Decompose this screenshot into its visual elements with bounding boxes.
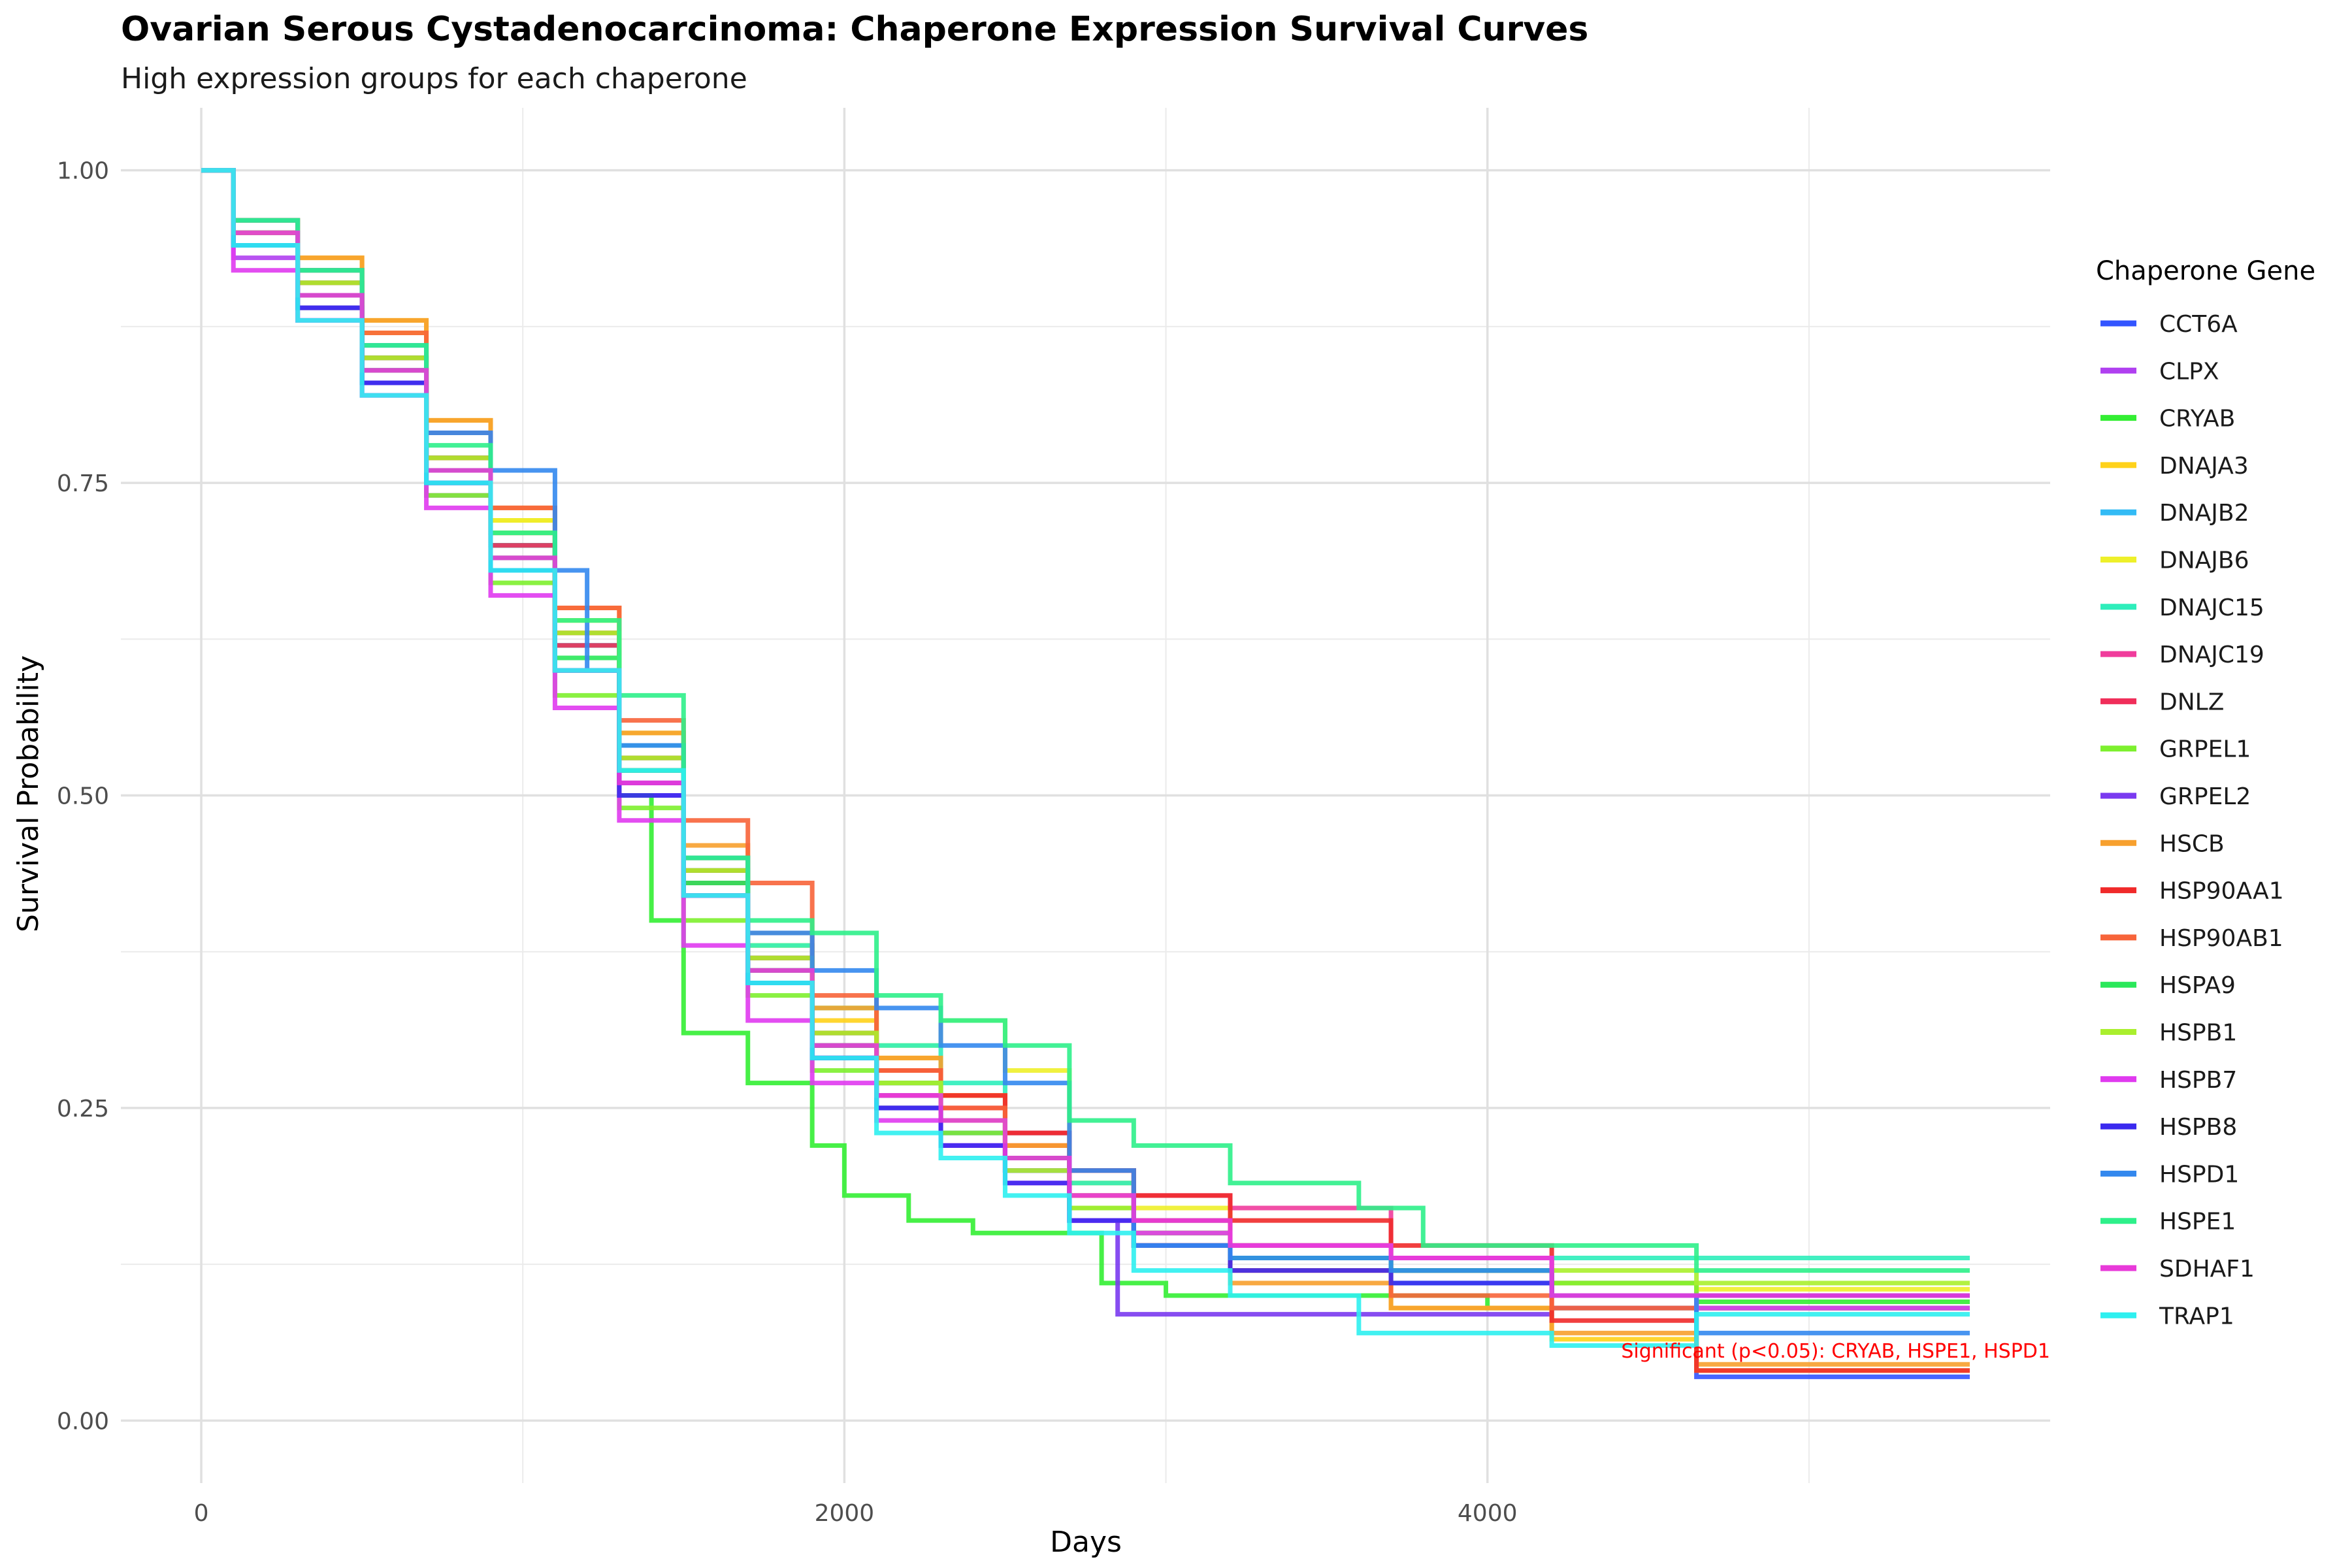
y-tick-label: 1.00: [57, 158, 109, 185]
x-tick-label: 4000: [1458, 1500, 1518, 1527]
x-tick-label: 2000: [815, 1500, 875, 1527]
axes: 0 2000 4000 0.00 0.25 0.50 0.75 1.00: [57, 158, 1518, 1527]
survival-curves: [201, 168, 1970, 1379]
series-line-hspe1: [201, 168, 1970, 1273]
legend-label-dnaja3: DNAJA3: [2159, 453, 2249, 480]
legend-label-hspa9: HSPA9: [2159, 972, 2236, 999]
x-tick-label: 0: [194, 1500, 209, 1527]
series-line-dnajb2: [201, 168, 1970, 1311]
legend-label-dnajb6: DNAJB6: [2159, 547, 2249, 574]
series-line-hspd1: [201, 168, 1970, 1335]
legend-label-dnlz: DNLZ: [2159, 689, 2224, 715]
y-axis-title: Survival Probability: [12, 655, 45, 932]
series-line-grpel2: [201, 168, 1970, 1317]
x-axis-title: Days: [1050, 1526, 1122, 1559]
legend-label-hspe1: HSPE1: [2159, 1209, 2236, 1235]
legend-label-hsp90aa1: HSP90AA1: [2159, 878, 2284, 905]
series-line-hspb8: [201, 168, 1970, 1298]
legend-label-hspb8: HSPB8: [2159, 1114, 2237, 1141]
chart-subtitle: High expression groups for each chaperon…: [121, 62, 747, 95]
series-line-grpel1: [201, 168, 1970, 1298]
series-line-sdhaf1: [201, 168, 1970, 1298]
legend-label-grpel1: GRPEL1: [2159, 736, 2251, 763]
legend-label-dnajb2: DNAJB2: [2159, 500, 2249, 527]
series-line-dnlz: [201, 168, 1970, 1311]
legend: Chaperone Gene CCT6A CLPX CRYAB DNAJA3 DNAJB…: [2096, 256, 2315, 1330]
series-line-trap1: [201, 168, 1970, 1348]
legend-label-clpx: CLPX: [2159, 358, 2219, 385]
legend-label-hspb1: HSPB1: [2159, 1020, 2237, 1047]
series-line-hspa9: [201, 168, 1970, 1311]
legend-label-hscb: HSCB: [2159, 830, 2225, 857]
y-tick-label: 0.00: [57, 1408, 109, 1435]
legend-label-cryab: CRYAB: [2159, 406, 2235, 433]
y-tick-label: 0.75: [57, 470, 109, 497]
legend-label-hspb7: HSPB7: [2159, 1067, 2237, 1094]
legend-label-grpel2: GRPEL2: [2159, 783, 2251, 810]
legend-label-dnajc15: DNAJC15: [2159, 595, 2264, 621]
series-line-hspb1: [201, 168, 1970, 1286]
legend-label-dnajc19: DNAJC19: [2159, 642, 2264, 668]
series-line-hsp90aa1: [201, 168, 1970, 1373]
y-tick-label: 0.50: [57, 783, 109, 810]
legend-label-sdhaf1: SDHAF1: [2159, 1256, 2255, 1282]
significance-annotation: Significant (p<0.05): CRYAB, HSPE1, HSPD…: [1621, 1340, 2050, 1363]
legend-label-hsp90ab1: HSP90AB1: [2159, 925, 2283, 952]
series-line-cryab: [201, 168, 1970, 1311]
legend-label-trap1: TRAP1: [2159, 1303, 2234, 1330]
chart-title: Ovarian Serous Cystadenocarcinoma: Chape…: [121, 10, 1588, 49]
legend-label-cct6a: CCT6A: [2159, 311, 2238, 338]
grid: [121, 108, 2050, 1483]
series-line-dnajc15: [201, 168, 1970, 1261]
series-line-dnajc19: [201, 168, 1970, 1311]
legend-label-hspd1: HSPD1: [2159, 1161, 2239, 1188]
series-line-hsp90ab1: [201, 168, 1970, 1311]
series-line-clpx: [201, 168, 1970, 1298]
y-tick-label: 0.25: [57, 1096, 109, 1122]
series-line-dnaja3: [201, 168, 1970, 1373]
series-line-hspb7: [201, 168, 1970, 1311]
legend-title: Chaperone Gene: [2096, 256, 2315, 286]
